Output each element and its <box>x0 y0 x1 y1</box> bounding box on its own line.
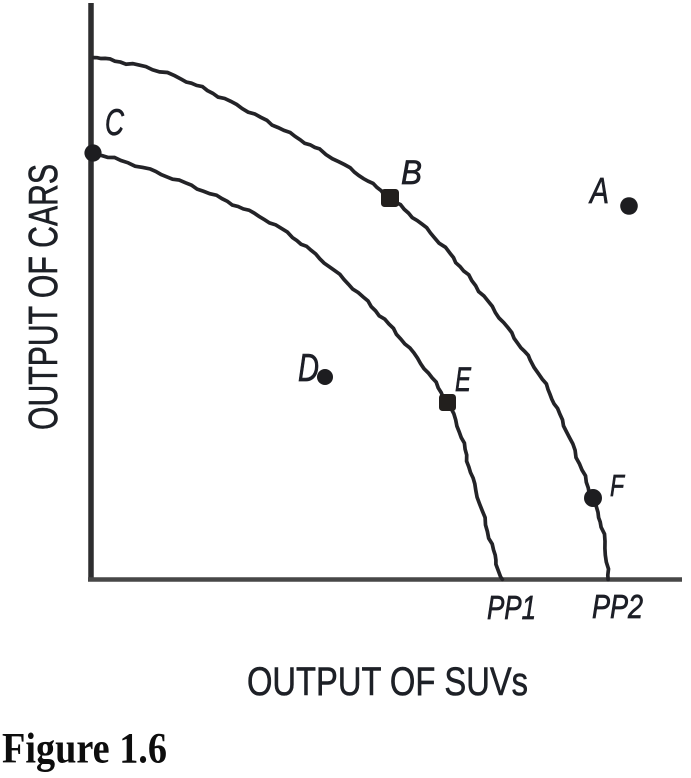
svg-text:OUTPUT OF SUVs: OUTPUT OF SUVs <box>247 660 528 704</box>
svg-text:A: A <box>588 170 609 211</box>
svg-text:E: E <box>455 361 471 399</box>
svg-text:F: F <box>610 468 626 503</box>
svg-text:C: C <box>105 102 124 143</box>
svg-text:OUTPUT OF CARS: OUTPUT OF CARS <box>20 164 66 430</box>
svg-text:D: D <box>298 347 319 390</box>
svg-text:Figure 1.6: Figure 1.6 <box>2 726 167 773</box>
svg-text:PP2: PP2 <box>592 588 643 625</box>
svg-text:PP1: PP1 <box>487 589 536 626</box>
svg-text:B: B <box>401 154 422 192</box>
